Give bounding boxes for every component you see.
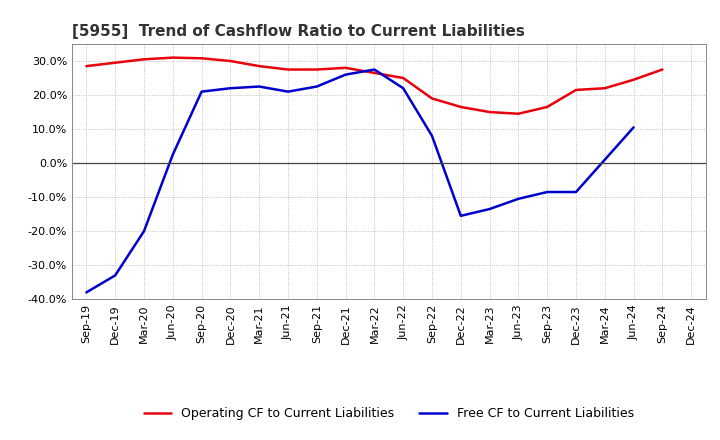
Free CF to Current Liabilities [140,228,148,234]
Free CF to Current Liabilities [370,67,379,72]
Operating CF to Current Liabilities [370,70,379,76]
Legend: Operating CF to Current Liabilities, Free CF to Current Liabilities: Operating CF to Current Liabilities, Fre… [139,403,639,425]
Operating CF to Current Liabilities [255,63,264,69]
Operating CF to Current Liabilities [428,96,436,101]
Free CF to Current Liabilities [428,133,436,139]
Free CF to Current Liabilities [284,89,292,94]
Line: Free CF to Current Liabilities: Free CF to Current Liabilities [86,70,634,293]
Free CF to Current Liabilities [514,196,523,202]
Operating CF to Current Liabilities [168,55,177,60]
Free CF to Current Liabilities [255,84,264,89]
Operating CF to Current Liabilities [572,87,580,92]
Free CF to Current Liabilities [341,72,350,77]
Free CF to Current Liabilities [168,152,177,157]
Operating CF to Current Liabilities [485,110,494,115]
Free CF to Current Liabilities [312,84,321,89]
Free CF to Current Liabilities [600,157,609,162]
Operating CF to Current Liabilities [82,63,91,69]
Operating CF to Current Liabilities [629,77,638,82]
Free CF to Current Liabilities [399,86,408,91]
Free CF to Current Liabilities [197,89,206,94]
Operating CF to Current Liabilities [600,86,609,91]
Line: Operating CF to Current Liabilities: Operating CF to Current Liabilities [86,58,662,114]
Text: [5955]  Trend of Cashflow Ratio to Current Liabilities: [5955] Trend of Cashflow Ratio to Curren… [72,24,525,39]
Operating CF to Current Liabilities [399,75,408,81]
Free CF to Current Liabilities [543,189,552,194]
Free CF to Current Liabilities [111,273,120,278]
Operating CF to Current Liabilities [197,55,206,61]
Free CF to Current Liabilities [629,125,638,130]
Operating CF to Current Liabilities [514,111,523,117]
Free CF to Current Liabilities [456,213,465,219]
Free CF to Current Liabilities [572,189,580,194]
Operating CF to Current Liabilities [111,60,120,66]
Operating CF to Current Liabilities [312,67,321,72]
Operating CF to Current Liabilities [140,57,148,62]
Free CF to Current Liabilities [82,290,91,295]
Free CF to Current Liabilities [226,86,235,91]
Operating CF to Current Liabilities [341,65,350,70]
Operating CF to Current Liabilities [226,59,235,64]
Operating CF to Current Liabilities [456,104,465,110]
Operating CF to Current Liabilities [284,67,292,72]
Operating CF to Current Liabilities [543,104,552,110]
Free CF to Current Liabilities [485,206,494,212]
Operating CF to Current Liabilities [658,67,667,72]
